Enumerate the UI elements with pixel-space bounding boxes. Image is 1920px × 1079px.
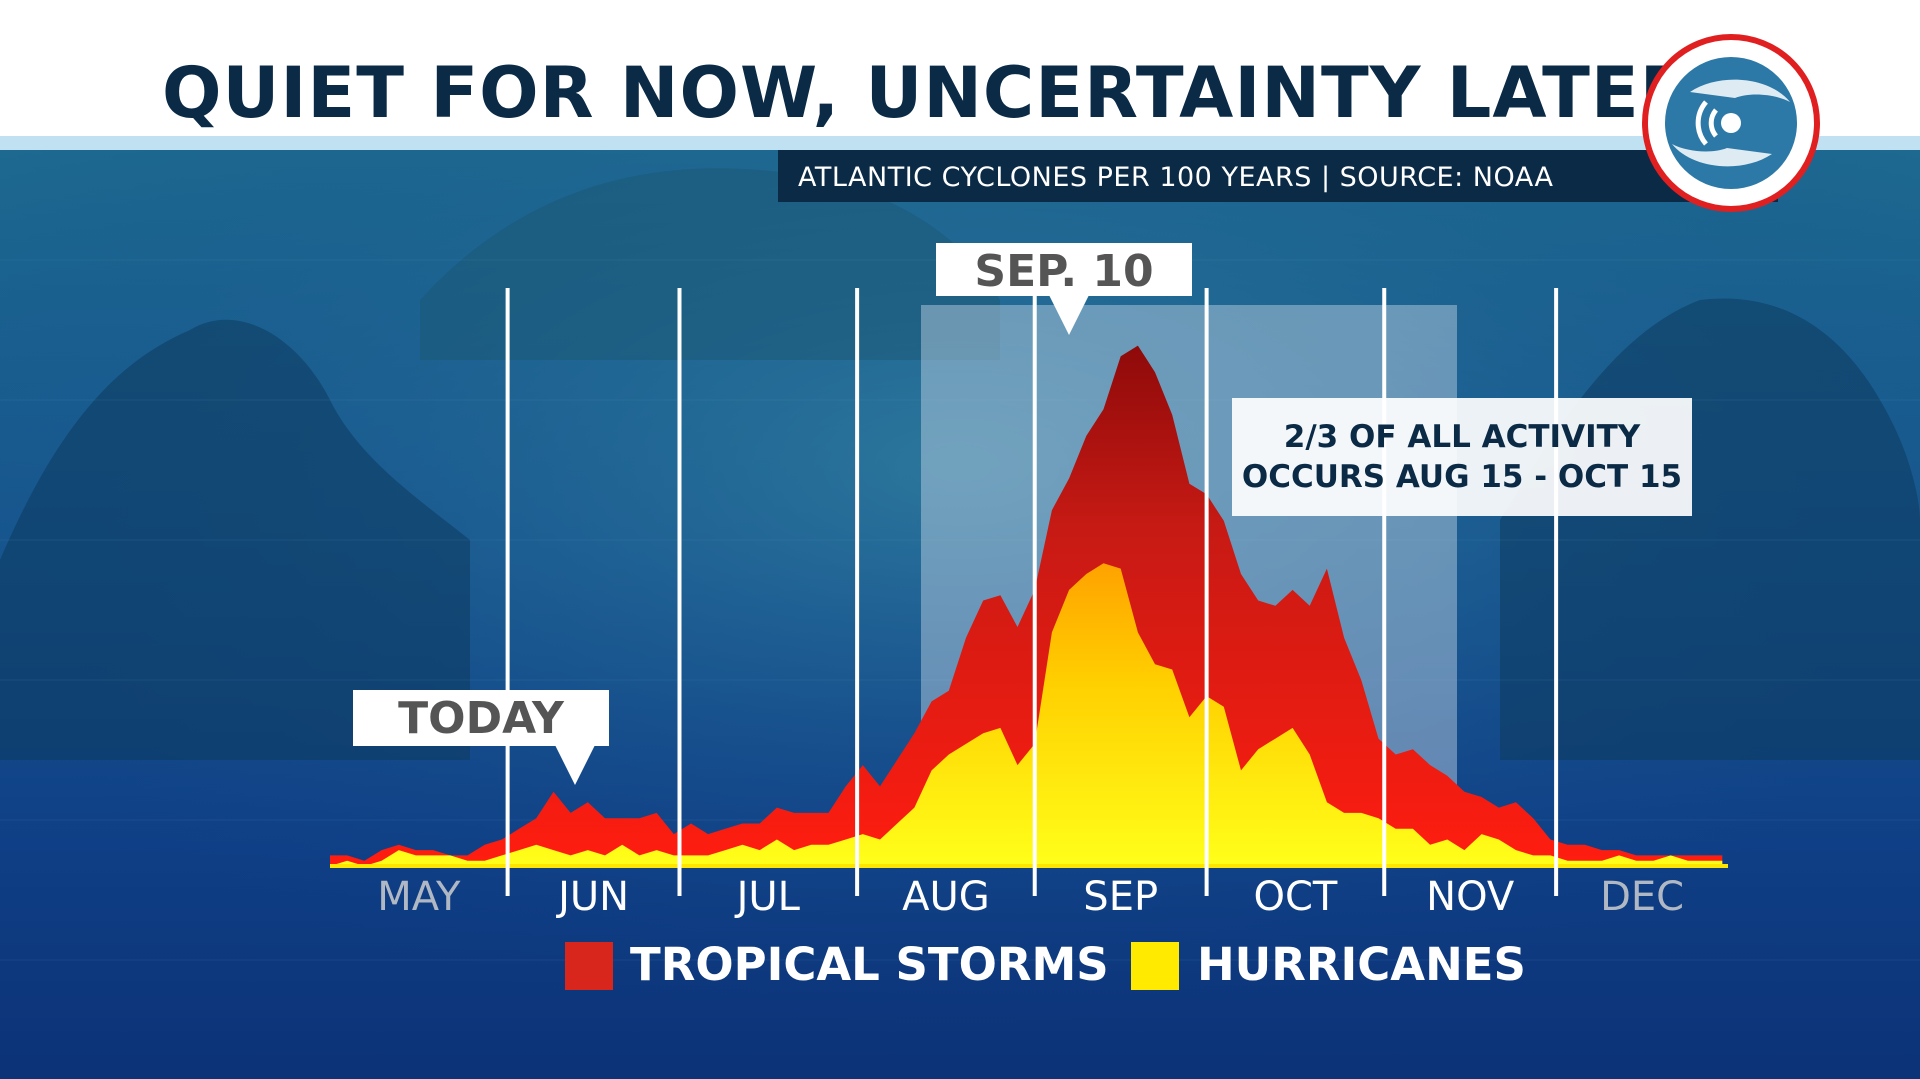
today-callout: TODAY [353, 690, 609, 785]
peak-callout-pointer [1049, 295, 1089, 335]
activity-note: 2/3 OF ALL ACTIVITY OCCURS AUG 15 - OCT … [1232, 398, 1692, 516]
month-label-jul: JUL [734, 874, 801, 920]
peak-callout: SEP. 10 [936, 243, 1192, 335]
month-label-nov: NOV [1426, 874, 1515, 920]
peak-callout-box [936, 243, 1192, 296]
title-stripe [0, 136, 1920, 150]
area-hurricanes [330, 563, 1723, 866]
main-title: QUIET FOR NOW, UNCERTAINTY LATER [162, 52, 1695, 134]
activity-note-box [1232, 398, 1692, 516]
month-label-oct: OCT [1253, 874, 1337, 920]
activity-note-line2: OCCURS AUG 15 - OCT 15 [1242, 459, 1682, 495]
legend-swatch-hurricanes [1131, 942, 1179, 990]
month-label-aug: AUG [902, 874, 990, 920]
legend-label-tropical-storms: TROPICAL STORMS [630, 938, 1109, 991]
peak-label: SEP. 10 [974, 246, 1153, 297]
tree-silhouette-left [0, 319, 470, 760]
today-label: TODAY [398, 693, 565, 744]
title-band [0, 0, 1920, 150]
subtitle-bar [778, 150, 1778, 202]
month-label-may: MAY [377, 874, 461, 920]
today-callout-pointer [555, 745, 595, 785]
tree-silhouette-top [420, 168, 1000, 360]
legend-swatch-tropical-storms [565, 942, 613, 990]
legend: TROPICAL STORMS HURRICANES [565, 938, 1526, 991]
month-label-sep: SEP [1083, 874, 1158, 920]
hurricane-radar-logo-icon [1642, 34, 1820, 212]
today-callout-box [353, 690, 609, 746]
month-label-dec: DEC [1600, 874, 1684, 920]
legend-label-hurricanes: HURRICANES [1197, 938, 1526, 991]
area-tropical-storms [330, 345, 1723, 867]
month-label-jun: JUN [555, 874, 629, 920]
activity-note-line1: 2/3 OF ALL ACTIVITY [1284, 419, 1641, 455]
chart-subtitle: ATLANTIC CYCLONES PER 100 YEARS | SOURCE… [798, 162, 1554, 193]
